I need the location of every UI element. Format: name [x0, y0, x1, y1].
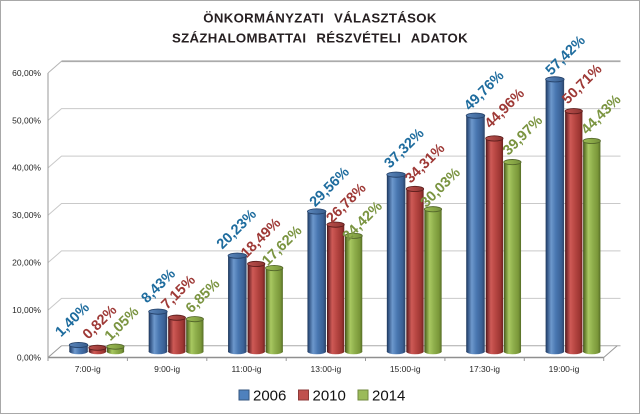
svg-text:15:00-ig: 15:00-ig: [390, 364, 421, 374]
svg-text:0,00%: 0,00%: [17, 352, 42, 362]
svg-text:60,00%: 60,00%: [12, 68, 41, 78]
svg-text:30,00%: 30,00%: [12, 210, 41, 220]
svg-text:9:00-ig: 9:00-ig: [154, 364, 180, 374]
svg-text:SZÁZHALOMBATTAI RÉSZVÉTELI ADA: SZÁZHALOMBATTAI RÉSZVÉTELI ADATOK: [172, 31, 468, 46]
svg-text:7:00-ig: 7:00-ig: [75, 364, 101, 374]
svg-text:11:00-ig: 11:00-ig: [231, 364, 261, 374]
svg-text:13:00-ig: 13:00-ig: [311, 364, 342, 374]
svg-text:17:30-ig: 17:30-ig: [469, 364, 500, 374]
svg-text:19:00-ig: 19:00-ig: [549, 364, 580, 374]
svg-text:40,00%: 40,00%: [12, 163, 41, 173]
svg-text:2014: 2014: [372, 388, 405, 405]
svg-text:ÖNKORMÁNYZATI VÁLASZTÁSOK: ÖNKORMÁNYZATI VÁLASZTÁSOK: [203, 11, 437, 26]
svg-text:2010: 2010: [313, 388, 346, 405]
svg-text:50,00%: 50,00%: [12, 115, 41, 125]
svg-text:10,00%: 10,00%: [12, 305, 41, 315]
svg-text:20,00%: 20,00%: [12, 258, 41, 268]
svg-text:2006: 2006: [253, 388, 286, 405]
